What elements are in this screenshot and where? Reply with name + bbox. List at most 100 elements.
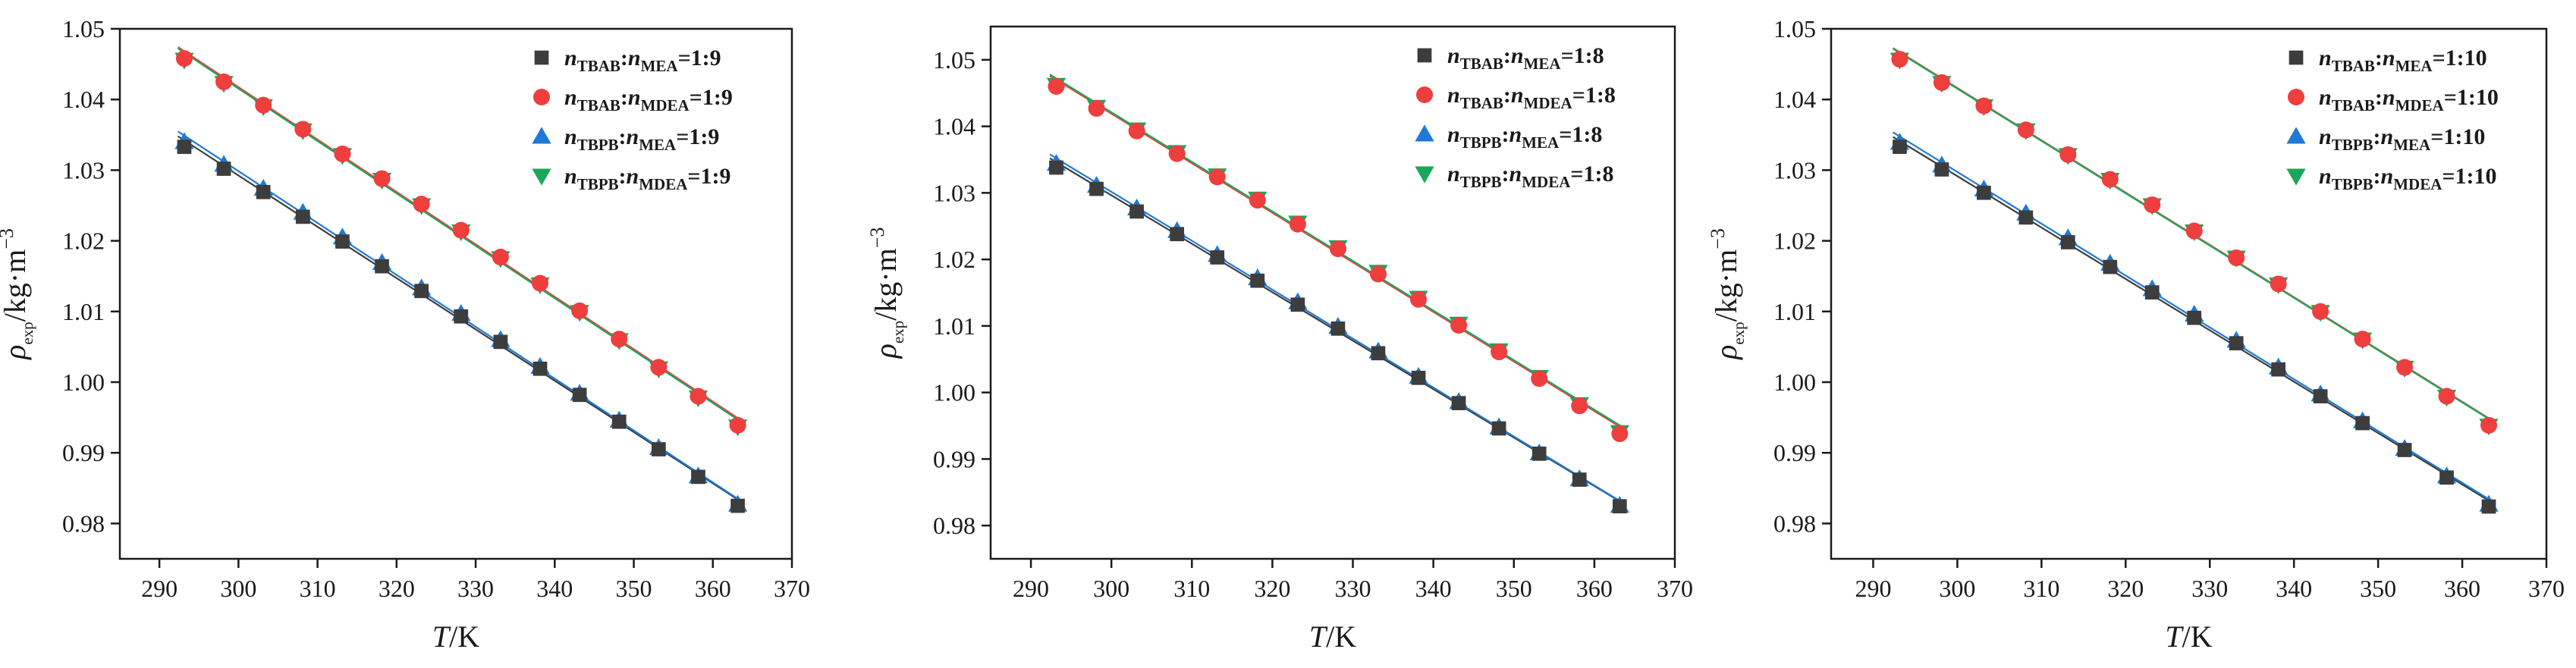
data-point-circle bbox=[1369, 265, 1387, 283]
data-point-circle bbox=[729, 416, 746, 434]
legend-marker-triangle-up bbox=[2286, 127, 2306, 144]
x-tick-label: 310 bbox=[300, 575, 336, 602]
data-point-circle bbox=[611, 331, 628, 348]
data-point-circle bbox=[2228, 249, 2245, 266]
data-point-circle bbox=[1410, 290, 1428, 308]
data-point-circle bbox=[1329, 240, 1346, 258]
legend-marker-square bbox=[534, 50, 549, 65]
y-tick-label: 1.05 bbox=[1773, 15, 1816, 42]
x-tick-label: 300 bbox=[220, 575, 256, 602]
y-tick-label: 1.02 bbox=[933, 246, 975, 273]
data-point-circle bbox=[334, 145, 351, 162]
y-tick-label: 0.99 bbox=[62, 439, 105, 466]
data-point-square bbox=[1170, 227, 1185, 242]
x-tick-label: 350 bbox=[1496, 575, 1532, 602]
data-point-circle bbox=[2144, 196, 2161, 214]
data-point-square bbox=[1934, 162, 1949, 177]
y-tick-label: 1.05 bbox=[933, 46, 975, 74]
series-tbab-mea bbox=[1049, 160, 1627, 514]
y-tick-label: 0.98 bbox=[62, 510, 105, 537]
x-axis-title: T/K bbox=[432, 619, 479, 654]
data-point-circle bbox=[215, 73, 233, 90]
legend-marker-circle bbox=[533, 89, 550, 105]
data-point-circle bbox=[2480, 416, 2498, 434]
x-tick-label: 340 bbox=[1415, 575, 1452, 602]
legend-marker-triangle-down bbox=[2286, 168, 2306, 186]
x-tick-label: 350 bbox=[2360, 575, 2396, 602]
plot-area bbox=[1046, 74, 1629, 514]
y-tick-label: 1.01 bbox=[62, 298, 105, 325]
data-point-square bbox=[1129, 204, 1144, 219]
data-point-square bbox=[454, 309, 469, 324]
data-point-circle bbox=[1891, 51, 1908, 68]
y-axis-title: ρexp/kg·m−3 bbox=[866, 227, 907, 360]
y-tick-label: 1.00 bbox=[1773, 368, 1816, 396]
y-tick-label: 1.02 bbox=[62, 227, 105, 255]
plot-area bbox=[1890, 47, 2499, 514]
legend-marker-triangle-down bbox=[1415, 166, 1434, 183]
data-point-square bbox=[177, 140, 192, 154]
x-tick-label: 290 bbox=[1855, 575, 1891, 602]
data-point-circle bbox=[2185, 222, 2203, 240]
data-point-circle bbox=[1249, 192, 1266, 209]
data-point-circle bbox=[2017, 121, 2034, 139]
y-tick-label: 0.98 bbox=[933, 512, 975, 539]
x-tick-label: 350 bbox=[616, 575, 652, 602]
data-point-square bbox=[1977, 185, 1991, 200]
plot-frame bbox=[118, 27, 793, 560]
y-tick-label: 1.04 bbox=[933, 113, 975, 140]
legend-marker-square bbox=[2289, 50, 2304, 65]
y-tick-label: 1.00 bbox=[62, 368, 105, 396]
x-tick-label: 360 bbox=[1576, 575, 1613, 602]
data-point-circle bbox=[255, 96, 272, 114]
data-point-square bbox=[730, 498, 745, 513]
data-point-circle bbox=[1088, 99, 1105, 117]
data-point-square bbox=[2060, 235, 2075, 249]
data-point-square bbox=[1572, 472, 1587, 487]
y-tick-label: 1.03 bbox=[1773, 156, 1816, 183]
y-axis-title: ρexp/kg·m−3 bbox=[0, 228, 36, 361]
data-point-square bbox=[1491, 421, 1506, 436]
y-tick-label: 1.05 bbox=[62, 15, 105, 42]
y-tick-label: 1.03 bbox=[62, 156, 105, 183]
y-tick-label: 1.04 bbox=[62, 86, 105, 113]
series-tbab-mea bbox=[1893, 140, 2496, 514]
x-axis-title: T/K bbox=[2165, 619, 2212, 654]
y-tick-label: 1.04 bbox=[1773, 86, 1816, 113]
legend-entry: nTBAB:nMDEA=1:9 bbox=[564, 85, 733, 114]
data-point-circle bbox=[1571, 397, 1588, 415]
data-point-square bbox=[414, 284, 429, 299]
data-point-square bbox=[2229, 336, 2244, 351]
x-tick-label: 370 bbox=[2528, 575, 2565, 602]
x-tick-label: 330 bbox=[2191, 575, 2228, 602]
x-tick-label: 370 bbox=[1657, 575, 1693, 602]
x-tick-label: 340 bbox=[2276, 575, 2312, 602]
data-point-square bbox=[611, 414, 627, 429]
data-point-circle bbox=[1531, 370, 1548, 387]
legend-entry: nTBPB:nMDEA=1:8 bbox=[1447, 162, 1614, 191]
legend-entry: nTBAB:nMDEA=1:8 bbox=[1447, 83, 1616, 112]
data-point-square bbox=[1451, 396, 1466, 411]
data-point-square bbox=[1089, 181, 1104, 196]
data-point-circle bbox=[2438, 387, 2455, 405]
data-point-circle bbox=[2354, 331, 2371, 348]
data-point-square bbox=[2144, 285, 2160, 300]
data-point-square bbox=[2103, 259, 2118, 274]
data-point-square bbox=[295, 209, 310, 224]
data-point-square bbox=[1371, 346, 1386, 361]
chart-panel-left: 290 300 310 320 330 340 350 360 370 0.98 0.99 1.00 1… bbox=[0, 15, 810, 654]
chart-panel-middle: 290 300 310 320 330 340 350 360 370 0.98 0.99 1.00 1… bbox=[866, 25, 1693, 654]
data-point-circle bbox=[1933, 74, 1950, 91]
data-point-circle bbox=[571, 302, 589, 319]
data-point-square bbox=[1250, 273, 1265, 288]
data-point-square bbox=[2018, 210, 2034, 225]
data-point-circle bbox=[492, 249, 509, 266]
legend-entry: nTBAB:nMEA=1:8 bbox=[1447, 43, 1604, 73]
data-point-square bbox=[2439, 470, 2454, 485]
x-tick-label: 360 bbox=[2444, 575, 2480, 602]
data-point-square bbox=[256, 184, 271, 199]
legend: nTBAB:nMEA=1:9 nTBAB:nMDEA=1:9 nTBPB:nMEA=… bbox=[532, 45, 733, 193]
data-point-circle bbox=[452, 221, 470, 239]
chart-panel-right: 290 300 310 320 330 340 350 360 370 0.98 0.99 1.00 1… bbox=[1707, 15, 2565, 654]
